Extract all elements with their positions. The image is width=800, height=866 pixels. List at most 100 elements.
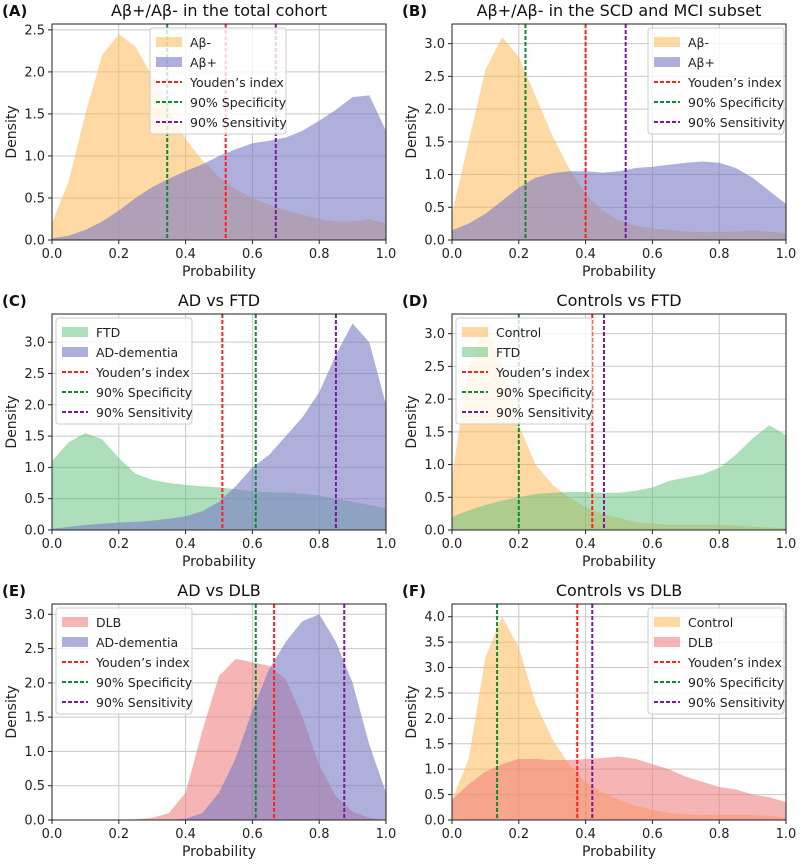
y-tick-label: 2.5 [424, 686, 445, 701]
y-tick-label: 4.0 [424, 610, 445, 625]
y-tick-label: 1.0 [424, 458, 445, 473]
x-tick-label: 0.6 [642, 537, 663, 552]
y-tick-label: 0.0 [424, 524, 445, 539]
legend-label: Youden’s index [95, 655, 190, 670]
x-axis-label: Probability [182, 844, 256, 860]
x-tick-label: 0.4 [575, 537, 596, 552]
y-tick-label: 2.5 [424, 70, 445, 85]
x-tick-label: 0.8 [709, 247, 730, 262]
x-tick-label: 0.0 [442, 247, 463, 262]
density-area-1 [52, 614, 386, 820]
y-tick-label: 2.0 [424, 712, 445, 727]
legend-label: Youden’s index [95, 365, 190, 380]
legend-box [55, 607, 193, 715]
legend-swatch [62, 347, 88, 357]
y-tick-label: 2.0 [424, 393, 445, 408]
x-tick-label: 1.0 [376, 247, 397, 262]
legend-label: Control [688, 615, 733, 630]
x-tick-label: 1.0 [776, 827, 797, 842]
x-tick-label: 0.8 [309, 247, 330, 262]
density-area-0 [52, 34, 386, 240]
y-tick-label: 3.0 [424, 327, 445, 342]
x-tick-label: 0.0 [42, 827, 63, 842]
y-tick-label: 0.5 [24, 492, 45, 507]
y-tick-label: 0.5 [424, 491, 445, 506]
density-area-0 [452, 323, 786, 530]
y-tick-label: 0.5 [24, 779, 45, 794]
x-tick-label: 0.6 [242, 827, 263, 842]
legend-label: 90% Sensitivity [496, 405, 593, 420]
legend-box [149, 27, 287, 135]
legend-label: Aβ- [688, 35, 709, 50]
x-axis-label: Probability [582, 844, 656, 860]
x-tick-label: 0.6 [242, 537, 263, 552]
x-tick-label: 0.0 [42, 537, 63, 552]
y-tick-label: 1.5 [424, 425, 445, 440]
x-tick-label: 0.4 [175, 537, 196, 552]
x-tick-label: 1.0 [376, 827, 397, 842]
y-tick-label: 2.0 [24, 676, 45, 691]
legend-label: 90% Sensitivity [96, 695, 193, 710]
legend-label: FTD [96, 325, 120, 340]
y-tick-label: 3.0 [424, 37, 445, 52]
y-tick-label: 2.5 [424, 360, 445, 375]
density-area-1 [452, 425, 786, 530]
y-tick-label: 1.5 [24, 107, 45, 122]
subplot-title: Aβ+/Aβ- in the total cohort [111, 1, 327, 20]
x-tick-label: 0.0 [442, 537, 463, 552]
y-tick-label: 0.5 [424, 201, 445, 216]
legend-label: Aβ+ [688, 55, 715, 70]
legend-label: Youden’s index [687, 655, 782, 670]
legend-label: 90% Specificity [190, 95, 287, 110]
y-tick-label: 3.0 [24, 336, 45, 351]
axes-frame [451, 23, 787, 241]
subplot-title: Aβ+/Aβ- in the SCD and MCI subset [477, 1, 762, 20]
x-tick-label: 0.4 [175, 247, 196, 262]
x-tick-label: 0.6 [642, 247, 663, 262]
legend-label: 90% Specificity [96, 385, 193, 400]
panel-label: (D) [402, 292, 428, 310]
y-axis-label: Density [4, 105, 20, 158]
x-tick-label: 0.6 [242, 247, 263, 262]
legend-swatch [654, 637, 680, 647]
y-tick-label: 1.0 [24, 461, 45, 476]
legend-label: Control [496, 325, 541, 340]
subplot-c: (C) AD vs FTD 0.0 0.2 0.4 0.6 0.8 1.0 0.0 0.5 1.0 1… [2, 291, 396, 570]
legend-label: DLB [96, 615, 121, 630]
legend-swatch [654, 617, 680, 627]
y-tick-label: 1.5 [24, 711, 45, 726]
y-tick-label: 1.5 [424, 135, 445, 150]
subplot-d: (D) Controls vs FTD 0.0 0.2 0.4 0.6 0.8 1.0 0.0 0… [402, 291, 796, 570]
legend: DLB AD-dementia Youden’s index 90% Specific… [55, 607, 193, 715]
axes-frame [451, 603, 787, 821]
legend-label: Youden’s index [687, 75, 782, 90]
legend-box [55, 317, 193, 425]
legend-label: 90% Specificity [496, 385, 593, 400]
subplot-title: AD vs FTD [178, 291, 260, 310]
y-tick-label: 2.5 [24, 642, 45, 657]
panel-label: (E) [2, 582, 26, 600]
y-tick-label: 0.0 [24, 234, 45, 249]
x-axis-label: Probability [182, 554, 256, 570]
y-tick-label: 2.0 [24, 398, 45, 413]
y-tick-label: 1.0 [424, 763, 445, 778]
x-tick-label: 1.0 [376, 537, 397, 552]
legend-label: 90% Sensitivity [190, 115, 287, 130]
legend-swatch [62, 327, 88, 337]
legend: Aβ- Aβ+ Youden’s index 90% Specificity 90% S… [647, 27, 785, 135]
legend: Aβ- Aβ+ Youden’s index 90% Specificity 90% S… [149, 27, 287, 135]
y-axis-label: Density [404, 395, 420, 448]
y-tick-label: 0.5 [424, 788, 445, 803]
legend-swatch [62, 617, 88, 627]
legend-label: Youden’s index [495, 365, 590, 380]
panel-label: (F) [402, 582, 426, 600]
y-tick-label: 1.5 [24, 430, 45, 445]
y-tick-label: 0.0 [424, 814, 445, 829]
legend-swatch [654, 37, 680, 47]
axes-frame [51, 603, 387, 821]
x-tick-label: 0.4 [575, 247, 596, 262]
x-tick-label: 0.2 [508, 827, 529, 842]
y-tick-label: 2.5 [24, 367, 45, 382]
